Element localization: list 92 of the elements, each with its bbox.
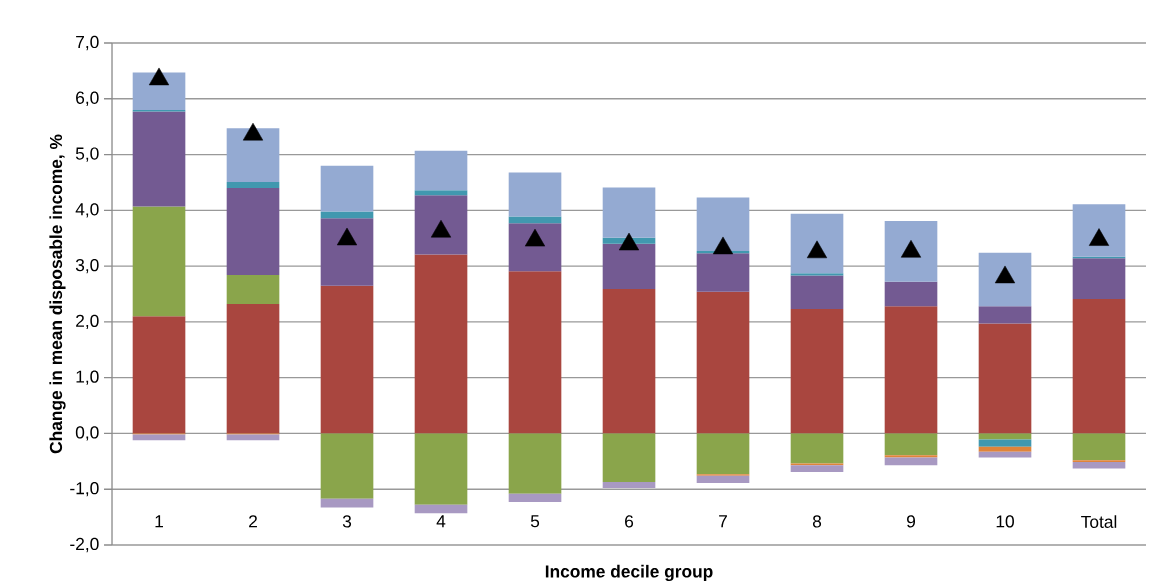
bar xyxy=(978,306,1032,324)
x-tick-label: 7 xyxy=(719,515,727,528)
bar xyxy=(1072,299,1126,434)
bar xyxy=(884,220,938,282)
point xyxy=(430,219,452,238)
bar xyxy=(884,306,938,434)
bar xyxy=(1072,258,1126,300)
bar xyxy=(790,273,844,276)
bar xyxy=(320,498,374,508)
bar xyxy=(790,275,844,310)
bar xyxy=(1072,461,1126,469)
bar xyxy=(414,195,468,255)
y-tick-label: -1,0 xyxy=(70,482,99,497)
x-tick-label: 6 xyxy=(625,515,634,528)
bar xyxy=(132,316,186,434)
bar xyxy=(1072,433,1126,461)
bar xyxy=(602,433,656,482)
bar xyxy=(414,433,468,505)
bar xyxy=(696,433,750,475)
point xyxy=(242,122,264,141)
bar xyxy=(884,457,938,466)
y-tick-label: -2,0 xyxy=(70,537,99,553)
bar xyxy=(226,275,280,305)
bar xyxy=(696,197,750,252)
bar xyxy=(414,190,468,196)
bar xyxy=(226,128,280,182)
bar xyxy=(320,433,374,499)
bar xyxy=(978,252,1032,307)
point xyxy=(524,228,546,247)
bar xyxy=(508,223,562,272)
y-tick-label: 1,0 xyxy=(76,370,99,385)
y-tick-label: 6,0 xyxy=(76,91,99,106)
y-tick-label: 5,0 xyxy=(75,147,99,162)
y-tick-label: 7,0 xyxy=(76,35,99,51)
y-axis-title: Change in mean disposable income, % xyxy=(49,134,66,454)
bar xyxy=(978,433,1032,440)
bar xyxy=(978,446,1032,452)
y-tick-label: 2,0 xyxy=(76,314,99,330)
bar xyxy=(884,433,938,456)
x-tick-label: 8 xyxy=(812,515,822,528)
x-tick-label: Total xyxy=(1081,515,1117,528)
bar xyxy=(790,309,844,434)
x-tick-label: 3 xyxy=(342,515,352,528)
bar xyxy=(226,304,280,434)
bar xyxy=(414,504,468,514)
bar xyxy=(790,433,844,464)
bar xyxy=(602,481,656,489)
x-tick-label: 4 xyxy=(436,515,446,528)
bar xyxy=(508,271,562,434)
point xyxy=(900,240,922,258)
bar xyxy=(884,281,938,307)
bar xyxy=(790,213,844,274)
bar xyxy=(320,165,374,212)
x-tick-label: 9 xyxy=(907,515,916,528)
point xyxy=(712,236,734,255)
y-tick-label: 0,0 xyxy=(75,426,99,441)
bar xyxy=(320,218,374,286)
bar xyxy=(696,253,750,292)
y-tick-label: 3,0 xyxy=(75,258,99,274)
bar xyxy=(132,206,186,317)
bar xyxy=(978,439,1032,447)
bar xyxy=(790,465,844,472)
bar xyxy=(414,254,468,434)
x-tick-label: 2 xyxy=(249,515,257,528)
bar xyxy=(508,172,562,217)
bar xyxy=(132,111,186,207)
bar xyxy=(978,323,1032,434)
point xyxy=(336,227,358,246)
point xyxy=(148,67,170,86)
x-tick-label: 1 xyxy=(155,515,163,528)
bar xyxy=(1072,204,1126,257)
bar xyxy=(696,475,750,484)
point xyxy=(994,265,1016,284)
point xyxy=(1088,228,1110,246)
bar xyxy=(320,285,374,434)
bar xyxy=(602,243,656,289)
x-axis-title: Income decile group xyxy=(545,564,713,582)
bar xyxy=(696,291,750,434)
bar xyxy=(508,216,562,224)
bar xyxy=(320,211,374,219)
bar xyxy=(508,433,562,494)
x-tick-label: 5 xyxy=(530,515,540,528)
x-tick-label: 10 xyxy=(996,515,1014,528)
bar xyxy=(602,187,656,238)
y-tick-label: 4,0 xyxy=(75,203,99,218)
bar xyxy=(508,493,562,503)
bar xyxy=(414,150,468,191)
point xyxy=(618,232,640,251)
bar xyxy=(226,181,280,189)
point xyxy=(806,240,828,259)
bar xyxy=(602,288,656,434)
bar xyxy=(226,188,280,276)
